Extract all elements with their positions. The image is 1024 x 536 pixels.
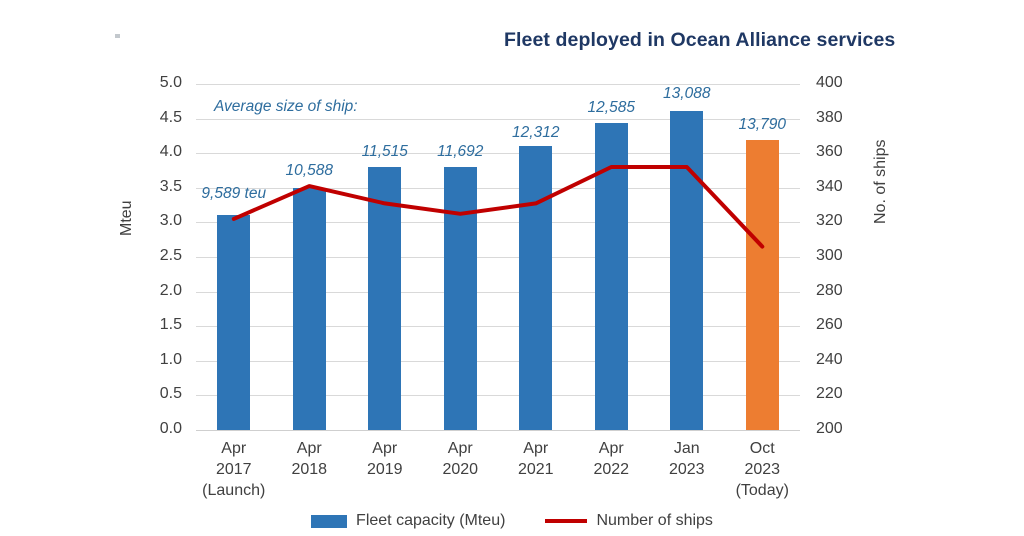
x-axis-category-line: Apr [221,440,247,457]
x-axis-category-line: 2018 [291,461,328,478]
x-axis-category-line: Jan [673,440,700,457]
x-axis-category-line: 2021 [517,461,554,478]
x-axis-category-label: Jan 2023 [669,438,705,480]
x-axis-category-line: 2019 [366,461,403,478]
x-axis-category-line: Apr [447,440,473,457]
y-axis-left-tick: 4.5 [159,108,182,126]
bar-value-label: 9,589 teu [201,185,267,203]
y-axis-right-tick: 240 [816,350,843,368]
y-axis-left-tick: 2.0 [159,281,182,299]
y-axis-left-tick: 4.0 [159,143,182,161]
x-axis-category-line: (Today) [735,482,789,499]
y-axis-left-tick: 1.0 [159,350,182,368]
bar-value-label: 13,790 [738,116,786,134]
x-axis-category-label: Oct 2023 (Today) [736,438,789,501]
legend-bar-swatch-icon [311,514,348,528]
y-axis-right-tick: 340 [816,177,843,195]
gridline [196,257,800,258]
x-axis-category-line: Apr [296,440,322,457]
y-axis-right-tick: 400 [816,74,843,91]
bar [519,146,553,430]
x-axis-category-line: 2023 [668,461,705,478]
x-axis-category-line: 2020 [442,461,479,478]
y-axis-right-tick: 200 [816,420,843,437]
plot-area: 5.0 4.5 4.0 3.5 3.0 2.5 2.0 1.5 1.0 0.5 0.0 400 380… [160,74,843,437]
x-axis-category-label: Apr 2018 [291,438,327,480]
y-axis-left-tick: 0.0 [159,420,182,437]
x-axis-category-label: Apr 2020 [442,438,478,480]
gridline [196,291,800,293]
bar [368,167,402,430]
x-axis-category-line: 2022 [593,461,630,478]
legend-item[interactable]: Fleet capacity (Mteu) [311,512,505,530]
page-title: Fleet deployed in Ocean Alliance service… [504,29,896,51]
bar-value-label: 11,515 [361,143,408,161]
y-axis-right-tick: 320 [816,212,843,230]
bar [217,215,251,430]
average-ship-size-annotation: Average size of ship: [214,98,358,115]
gridline [196,118,800,120]
gridline [196,360,800,362]
bar [443,167,477,430]
bar-value-label: 11,692 [437,143,484,161]
x-axis-category-label: Apr 2019 [367,438,403,480]
y-axis-right-tick: 360 [816,143,843,161]
x-axis-category-line: Apr [372,440,398,457]
bar [670,111,704,430]
y-axis-left-tick: 1.5 [159,316,182,334]
x-axis-category-label: Apr 2017 (Launch) [202,438,265,501]
gridline [196,395,800,397]
legend-item-label: Fleet capacity (Mteu) [356,512,506,529]
y-axis-right-tick: 380 [816,108,843,126]
bar [745,140,779,430]
gridline [196,153,800,155]
gridline [196,84,800,85]
y-axis-right-tick: 300 [816,247,843,264]
y-axis-left-title: Mteu [118,200,135,236]
y-axis-left-tick: 5.0 [159,74,182,91]
gridline [196,222,800,224]
bar-value-label: 13,088 [663,84,711,102]
y-axis-left-tick: 2.5 [159,247,182,264]
x-axis-category-line: Oct [749,440,775,457]
gridline [196,430,800,431]
bar-value-label: 10,588 [285,161,333,179]
chart-legend: Fleet capacity (Mteu) Number of ships [0,512,1024,530]
y-axis-left-tick: 0.5 [159,385,182,403]
legend-item-label: Number of ships [596,512,713,529]
x-axis-category-line: Apr [598,440,624,457]
bar [594,123,628,430]
y-axis-right-tick: 260 [816,316,843,334]
x-axis-category-line: 2023 [744,461,781,478]
gridline [196,187,800,189]
y-axis-right-tick: 220 [816,385,843,403]
y-axis-left-tick: 3.0 [159,212,182,230]
corner-artifact-dot [115,34,120,38]
legend-item[interactable]: Number of ships [545,512,713,530]
y-axis-right-tick: 280 [816,281,843,299]
legend-line-swatch-icon [545,519,588,523]
x-axis-category-line: 2017 [215,461,252,478]
bar-value-label: 12,312 [512,124,560,142]
x-axis-category-line: (Launch) [202,482,266,499]
bar [292,187,326,430]
x-axis-category-label: Apr 2022 [593,438,629,480]
x-axis-category-line: Apr [523,440,549,457]
y-axis-right-title: No. of ships [872,139,889,224]
x-axis-category-label: Apr 2021 [518,438,554,480]
y-axis-left-tick: 3.5 [159,177,182,195]
bar-value-label: 12,585 [587,99,635,117]
gridline [196,326,800,328]
